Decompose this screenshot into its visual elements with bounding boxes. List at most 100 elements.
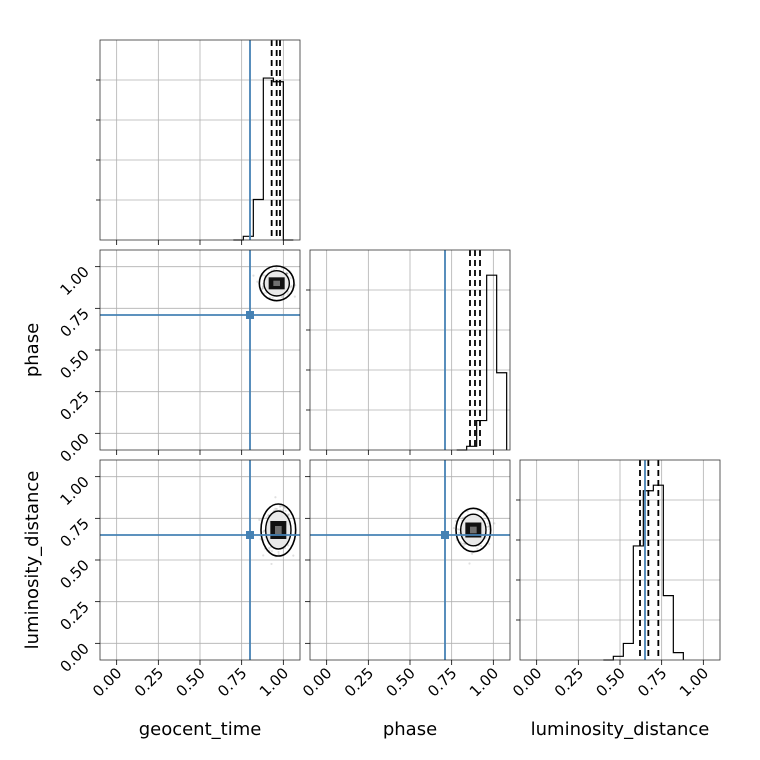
x-tick-label: 0.75 <box>424 664 460 700</box>
sample-point <box>466 510 469 513</box>
sample-point <box>286 292 289 296</box>
sample-point <box>261 285 265 288</box>
histogram-luminosity_distance <box>603 484 684 661</box>
sample-point <box>275 507 278 511</box>
sample-point <box>266 514 270 517</box>
sample-point <box>460 542 464 545</box>
sample-point <box>271 296 274 299</box>
sample-point <box>461 516 464 520</box>
histogram-geocent_time <box>233 77 294 241</box>
y-tick-label: 0.00 <box>56 639 92 675</box>
truth-marker <box>441 531 449 539</box>
sample-point <box>283 506 286 510</box>
sample-point <box>462 542 466 545</box>
y-tick-label: 0.25 <box>56 388 92 424</box>
sample-point <box>263 529 266 532</box>
panel-grid <box>310 460 510 660</box>
y-axis-label: luminosity_distance <box>22 471 43 650</box>
sample-point <box>275 267 278 270</box>
sample-point <box>270 562 273 566</box>
x-tick-label: 0.50 <box>592 664 628 700</box>
density-core <box>465 522 482 538</box>
sample-point <box>493 522 496 525</box>
x-tick-label: 0.25 <box>341 664 377 700</box>
sample-point <box>277 550 280 554</box>
sample-point <box>284 509 287 512</box>
sample-point <box>289 286 292 289</box>
y-tick-label: 1.00 <box>56 263 92 299</box>
panel-grid <box>100 460 300 660</box>
sample-point <box>279 505 282 508</box>
x-axis-label: geocent_time <box>139 719 262 740</box>
sample-point <box>287 513 291 516</box>
sample-point <box>462 544 465 547</box>
y-tick-label: 0.75 <box>56 514 92 550</box>
y-tick-label: 0.50 <box>56 346 92 382</box>
sample-point <box>287 290 290 293</box>
y-tick-label: 1.00 <box>56 473 92 509</box>
sample-point <box>287 544 290 547</box>
x-tick-label: 0.50 <box>382 664 418 700</box>
x-tick-label: 0.75 <box>634 664 670 700</box>
contour-outer <box>260 503 297 557</box>
density-core <box>268 277 285 290</box>
panel-grid <box>100 40 300 240</box>
sample-point <box>285 272 288 275</box>
sample-point <box>454 519 457 523</box>
sample-point <box>292 554 295 557</box>
x-tick-label: 0.50 <box>172 664 208 700</box>
contour-outer <box>258 265 295 302</box>
sample-point <box>456 528 459 531</box>
x-tick-label: 1.00 <box>466 664 502 700</box>
sample-point <box>488 528 491 531</box>
density-core-light <box>470 526 477 534</box>
density-core-light <box>275 526 282 534</box>
sample-point <box>470 552 474 555</box>
truth-marker <box>246 311 254 319</box>
x-tick-label: 1.00 <box>676 664 712 700</box>
sample-point <box>293 295 296 298</box>
sample-point <box>252 274 255 277</box>
y-tick-label: 0.75 <box>56 304 92 340</box>
sample-point <box>289 276 292 279</box>
sample-point <box>286 272 289 275</box>
truth-marker <box>246 531 254 539</box>
x-tick-label: 1.00 <box>256 664 292 700</box>
x-axis-label: luminosity_distance <box>531 719 710 740</box>
sample-point <box>270 550 274 553</box>
y-tick-label: 0.50 <box>56 556 92 592</box>
sample-point <box>286 513 289 516</box>
sample-point <box>256 280 259 283</box>
sample-point <box>281 296 284 299</box>
y-axis-label: phase <box>22 323 43 377</box>
panel-grid <box>310 250 510 450</box>
sample-point <box>480 544 483 548</box>
sample-point <box>262 554 265 557</box>
sample-point <box>487 525 491 528</box>
sample-point <box>458 531 461 535</box>
sample-point <box>488 542 491 546</box>
x-tick-label: 0.00 <box>509 664 545 700</box>
contour-outer <box>455 507 492 553</box>
sample-point <box>280 295 283 298</box>
sample-point <box>290 284 293 288</box>
sample-point <box>486 522 489 525</box>
x-tick-label: 0.00 <box>89 664 125 700</box>
sample-point <box>261 286 265 290</box>
sample-point <box>268 547 271 550</box>
sample-point <box>274 507 277 510</box>
x-tick-label: 0.00 <box>299 664 335 700</box>
sample-point <box>265 516 268 519</box>
x-tick-label: 0.25 <box>131 664 167 700</box>
sample-point <box>258 518 261 521</box>
sample-point <box>277 553 280 556</box>
sample-point <box>274 496 277 499</box>
density-core-light <box>273 280 280 286</box>
sample-point <box>476 547 479 550</box>
x-tick-label: 0.75 <box>214 664 250 700</box>
histogram-phase <box>456 274 508 451</box>
x-tick-label: 0.25 <box>551 664 587 700</box>
sample-point <box>468 562 471 565</box>
y-tick-label: 0.25 <box>56 598 92 634</box>
